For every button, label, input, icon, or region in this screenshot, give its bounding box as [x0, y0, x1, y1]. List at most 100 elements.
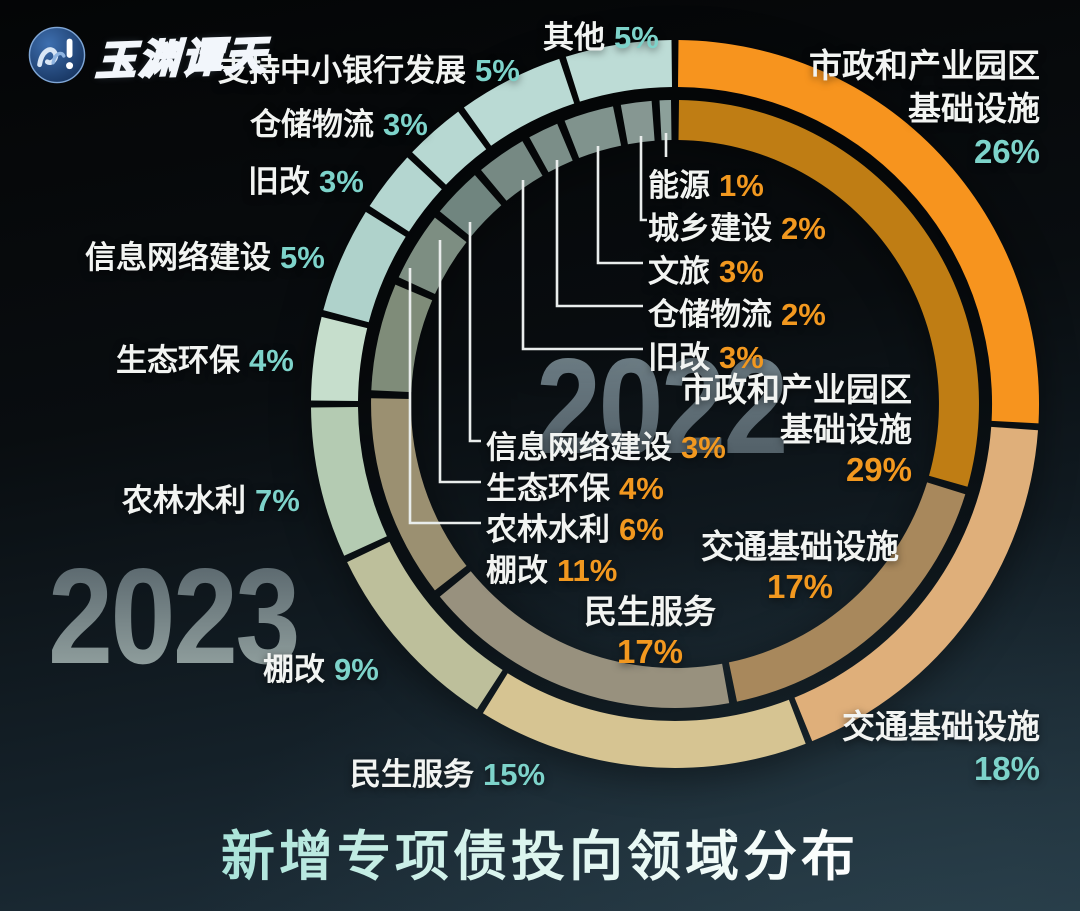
label-text: 文旅	[648, 254, 710, 289]
label-2022-info-network: 信息网络建设 3%	[486, 422, 726, 467]
label-text: 基础设施	[780, 411, 912, 448]
label-pct: 29%	[845, 451, 912, 488]
donut-segment-农林水利	[371, 284, 433, 393]
label-2023-other: 其他 5%	[543, 12, 659, 57]
label-2023-eco-environment: 生态环保 4%	[116, 335, 294, 380]
label-pct: 26%	[973, 133, 1040, 170]
label-text: 旧改	[648, 340, 710, 375]
label-text: 棚改	[486, 553, 548, 588]
label-text: 城乡建设	[648, 211, 772, 246]
label-text: 其他	[543, 20, 605, 55]
donut-segment-市政和产业园区基础设施	[678, 100, 979, 487]
label-pct: 3%	[719, 254, 764, 289]
label-pct: 3%	[383, 107, 428, 142]
label-text: 农林水利	[122, 483, 246, 518]
donut-segment-旧改	[481, 141, 543, 201]
donut-segment-棚改	[347, 541, 503, 710]
label-pct: 11%	[557, 553, 618, 588]
label-2022-livelihood: 民生服务 17%	[565, 592, 735, 672]
label-text: 旧改	[248, 164, 310, 199]
donut-segment-生态环保	[311, 316, 368, 401]
donut-segment-生态环保	[398, 217, 467, 294]
label-text: 支持中小银行发展	[218, 53, 466, 88]
label-pct: 9%	[334, 652, 379, 687]
label-2023-shantytown: 棚改 9%	[263, 644, 379, 689]
donut-segment-信息网络建设	[439, 175, 502, 237]
label-2022-urban-rural: 城乡建设 2%	[648, 203, 826, 248]
label-2022-municipal-industrial: 市政和产业园区 基础设施 29%	[681, 370, 912, 490]
label-text: 交通基础设施	[842, 708, 1040, 745]
donut-segment-支持中小银行发展	[463, 58, 575, 146]
donut-segment-农林水利	[311, 407, 387, 556]
label-text: 信息网络建设	[85, 240, 271, 275]
brand-name: 玉渊谭天	[94, 33, 270, 85]
label-2022-warehouse-logistics: 仓储物流 2%	[648, 289, 826, 334]
label-text: 仓储物流	[648, 297, 772, 332]
leader-line	[408, 268, 481, 525]
donut-segment-其他	[565, 40, 672, 102]
leader-line	[521, 180, 643, 351]
label-pct: 17%	[766, 568, 834, 605]
donut-segment-信息网络建设	[323, 211, 406, 323]
label-pct: 5%	[280, 240, 325, 275]
label-text: 仓储物流	[250, 107, 374, 142]
label-text: 农林水利	[486, 512, 610, 547]
label-text: 能源	[648, 168, 710, 203]
label-2022-agri-water: 农林水利 6%	[486, 504, 664, 549]
label-2023-livelihood: 民生服务 15%	[350, 749, 545, 794]
donut-segment-民生服务	[439, 571, 730, 708]
label-2023-transport: 交通基础设施 18%	[842, 706, 1040, 790]
donut-segment-交通基础设施	[794, 426, 1038, 742]
label-pct: 1%	[719, 168, 764, 203]
wave-exclamation-icon	[28, 26, 86, 84]
label-text: 棚改	[263, 652, 325, 687]
label-text: 基础设施	[908, 90, 1040, 127]
label-2023-small-banks: 支持中小银行发展 5%	[218, 45, 520, 90]
label-2023-info-network: 信息网络建设 5%	[85, 232, 325, 277]
donut-segment-城乡建设	[620, 100, 655, 145]
leader-line	[555, 160, 643, 308]
label-pct: 6%	[619, 512, 664, 547]
label-text: 民生服务	[350, 757, 474, 792]
label-pct: 5%	[614, 20, 659, 55]
leader-line	[596, 146, 643, 265]
label-text: 市政和产业园区	[681, 371, 912, 408]
label-pct: 17%	[616, 633, 684, 670]
label-pct: 4%	[619, 471, 664, 506]
label-2023-municipal-industrial: 市政和产业园区 基础设施 26%	[809, 44, 1040, 173]
donut-segment-文旅	[564, 106, 622, 158]
watermark-2023: 2023	[48, 540, 300, 692]
label-2022-culture-tourism: 文旅 3%	[648, 246, 764, 291]
donut-segment-交通基础设施	[728, 482, 966, 702]
leader-line	[468, 222, 481, 443]
label-pct: 4%	[249, 343, 294, 378]
label-pct: 3%	[719, 340, 764, 375]
label-pct: 7%	[255, 483, 300, 518]
label-pct: 3%	[319, 164, 364, 199]
label-2022-shantytown: 棚改 11%	[486, 545, 617, 590]
label-2023-warehouse-logistics: 仓储物流 3%	[250, 99, 428, 144]
label-text: 生态环保	[116, 343, 240, 378]
donut-segment-能源	[659, 100, 672, 141]
watermark-2022: 2022	[536, 330, 788, 482]
donut-segment-旧改	[369, 157, 442, 232]
label-2022-energy: 能源 1%	[648, 160, 764, 205]
label-pct: 2%	[781, 297, 826, 332]
label-text: 生态环保	[486, 471, 610, 506]
label-2023-old-renovation: 旧改 3%	[248, 156, 364, 201]
donut-segment-仓储物流	[529, 123, 573, 173]
chart-title: 新增专项债投向领域分布	[0, 812, 1080, 891]
label-text: 交通基础设施	[701, 528, 899, 565]
label-pct: 5%	[475, 53, 520, 88]
donut-segment-仓储物流	[412, 111, 487, 185]
donut-segment-民生服务	[482, 673, 806, 768]
label-pct: 15%	[483, 757, 546, 792]
label-2023-agri-water: 农林水利 7%	[122, 475, 300, 520]
label-2022-old-renovation: 旧改 3%	[648, 332, 764, 377]
label-2022-eco-environment: 生态环保 4%	[486, 463, 664, 508]
label-text: 民生服务	[584, 593, 716, 630]
label-text: 市政和产业园区	[809, 47, 1040, 84]
leader-line	[438, 240, 481, 484]
